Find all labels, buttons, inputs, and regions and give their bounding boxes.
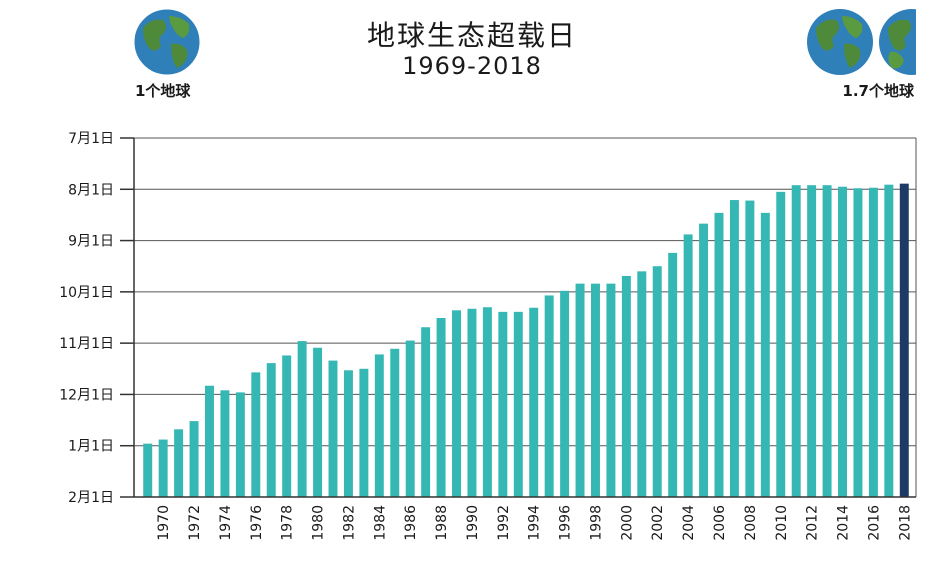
x-tick-label: 2008 [743,505,759,541]
bar-2005 [699,223,709,497]
x-tick-label: 1980 [311,505,327,541]
bar-1993 [513,311,523,497]
globe-icon [133,8,201,76]
bar-2001 [637,271,647,497]
bar-2000 [621,275,631,497]
bar-2016 [868,187,878,498]
x-tick-label: 1982 [341,505,357,541]
bar-2011 [791,185,801,497]
y-tick-label: 12月1日 [59,387,114,403]
x-tick-label: 1994 [527,505,543,541]
y-tick-label: 11月1日 [59,336,114,352]
bar-1998 [591,283,600,497]
bar-2018 [899,183,909,497]
x-tick-label: 1992 [496,505,512,541]
bar-1986 [405,340,415,497]
bar-1985 [390,348,400,497]
y-tick-label: 9月1日 [68,234,114,250]
bar-1972 [189,421,199,497]
bar-1991 [482,307,492,497]
x-tick-label: 1978 [280,505,296,541]
bar-1984 [374,354,384,497]
x-tick-label: 1976 [249,505,265,541]
bar-2017 [884,184,894,498]
bar-1990 [467,308,477,497]
x-tick-label: 1988 [434,505,450,541]
bar-1992 [498,311,508,497]
bar-2004 [683,234,693,497]
bar-1975 [235,392,245,497]
bar-1987 [421,327,431,497]
x-tick-label: 2018 [897,505,913,541]
y-tick-label: 8月1日 [68,182,114,198]
bar-2008 [745,200,755,497]
x-tick-label: 1996 [558,505,574,541]
bar-2009 [760,212,770,497]
bar-1973 [205,385,214,497]
y-tick-label: 10月1日 [59,285,114,301]
x-tick-label: 1972 [187,505,203,541]
x-tick-label: 2002 [650,505,666,541]
x-tick-label: 2010 [774,505,790,541]
bar-2012 [807,185,817,497]
bar-2007 [729,200,739,497]
x-tick-label: 2012 [805,505,821,541]
bar-2010 [776,191,786,497]
bar-1995 [544,295,554,497]
x-tick-label: 1974 [218,505,234,541]
bar-2003 [668,252,678,497]
y-tick-labels: 7月1日 8月1日 9月1日 10月1日 11月1日 12月1日 1月1日 2月1日 [59,131,114,506]
bar-1974 [220,390,230,497]
x-tick-labels: 1970 1972 1974 1976 1978 1980 1982 1984 1986 1988… [156,505,913,541]
bar-1979 [297,341,307,497]
bar-1989 [452,310,461,497]
x-tick-label: 2006 [712,505,728,541]
bar-1988 [436,318,446,497]
globe-right-label: 1.7个地球 [842,82,914,100]
axes [120,137,917,498]
bar-1997 [575,283,585,497]
bar-1971 [174,429,184,497]
bar-1977 [266,363,276,497]
bar-2006 [714,212,724,497]
bar-1996 [560,290,570,497]
bar-1999 [606,283,616,497]
bar-1981 [328,360,338,497]
bar-1980 [313,347,323,497]
bar-2013 [822,185,832,497]
x-tick-label: 2014 [836,505,852,541]
bars [143,183,909,498]
bar-1970 [158,439,168,497]
y-tick-label: 1月1日 [68,439,114,455]
globe-icon [807,9,873,75]
x-tick-label: 1986 [403,505,419,541]
bar-1976 [251,372,261,497]
bar-1994 [529,307,539,497]
x-tick-label: 2000 [619,505,635,541]
x-tick-label: 1984 [372,505,388,541]
x-tick-label: 1970 [156,505,172,541]
bar-1983 [359,368,369,497]
x-tick-label: 1990 [465,505,481,541]
x-tick-label: 2004 [681,505,697,541]
globe-partial-icon [879,9,916,75]
bar-2015 [853,188,863,497]
bar-2014 [838,186,847,497]
y-tick-label: 7月1日 [68,131,114,147]
x-tick-label: 2016 [866,505,882,541]
y-tick-label: 2月1日 [68,490,114,506]
chart-title: 地球生态超载日 [366,19,577,52]
bar-2002 [652,266,662,497]
bar-1978 [282,355,292,497]
globe-left-label: 1个地球 [135,82,191,100]
x-tick-label: 1998 [588,505,604,541]
bar-1969 [143,443,153,497]
chart-subtitle: 1969-2018 [402,52,542,80]
bar-1982 [343,370,353,497]
